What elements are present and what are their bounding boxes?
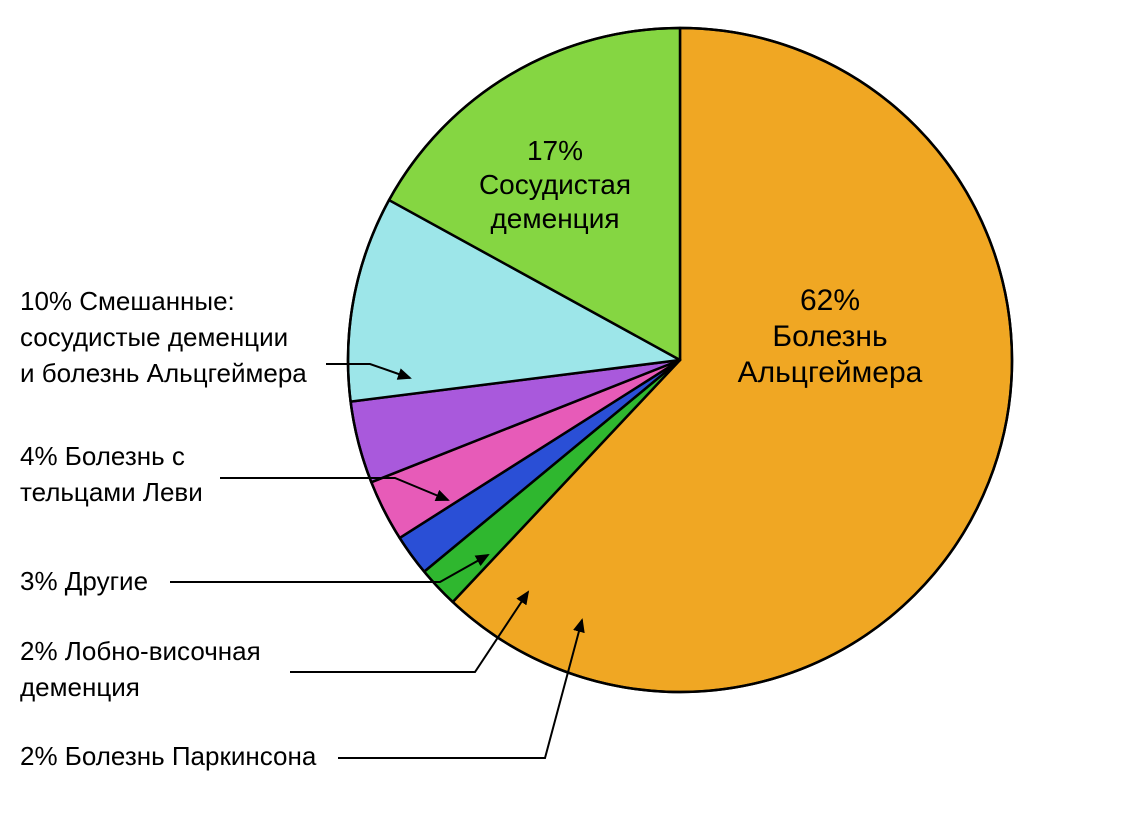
label-mixed: 10% Смешанные:сосудистые деменциии болез… <box>20 286 307 388</box>
label-parkinson: 2% Болезнь Паркинсона <box>20 741 317 771</box>
pie-chart: 62%БолезньАльцгеймера17%Сосудистаядеменц… <box>0 0 1132 832</box>
label-lewy: 4% Болезнь стельцами Леви <box>20 441 203 507</box>
label-other: 3% Другие <box>20 566 148 596</box>
label-frontotemp: 2% Лобно-височнаядеменция <box>20 636 261 702</box>
